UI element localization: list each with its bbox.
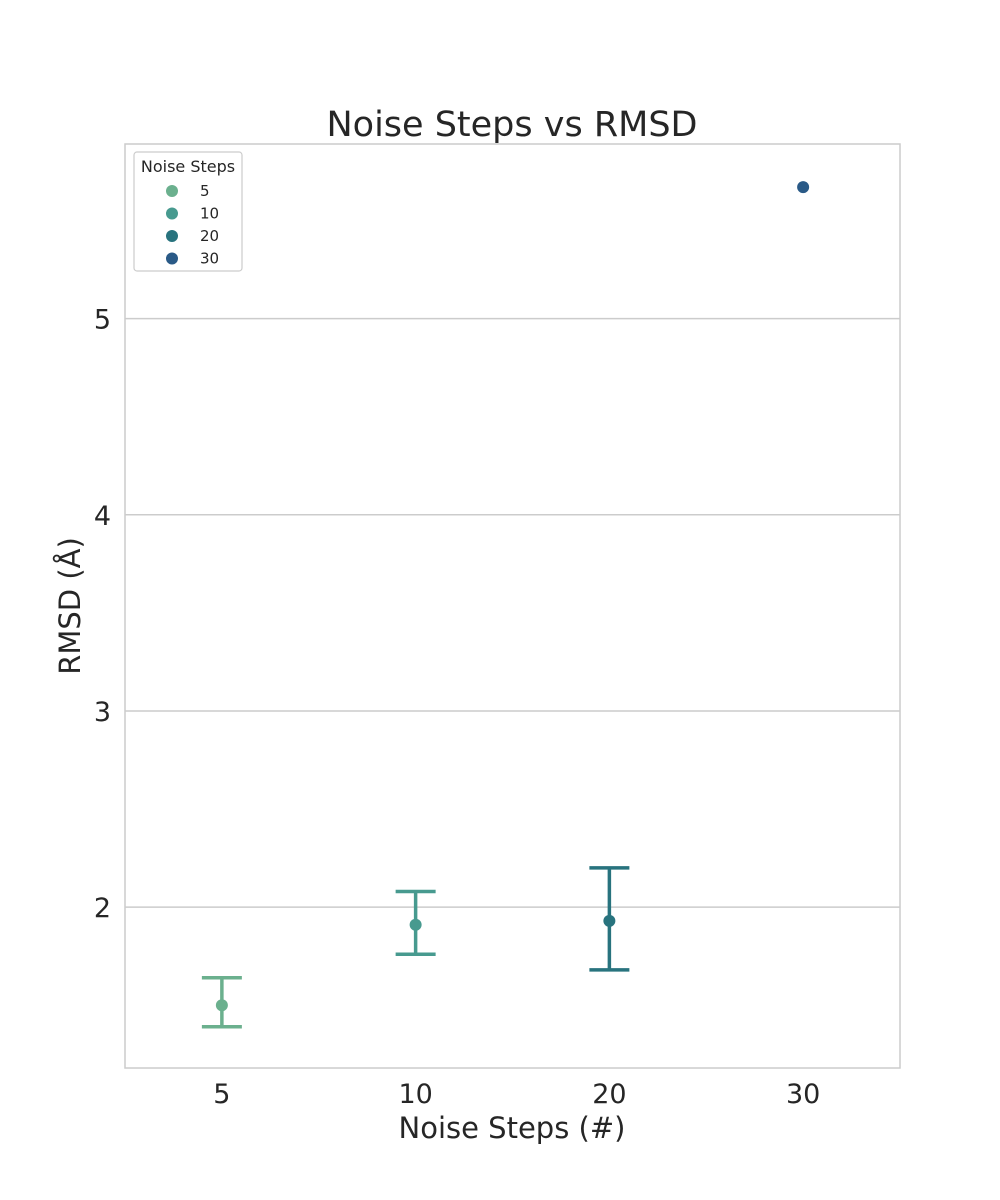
data-point: [603, 914, 616, 927]
data-point: [215, 999, 228, 1012]
x-tick-label: 30: [786, 1079, 820, 1110]
y-tick-label: 2: [94, 893, 111, 924]
x-tick-label: 5: [213, 1079, 230, 1110]
y-tick-label: 5: [94, 305, 111, 336]
legend-title: Noise Steps: [141, 157, 235, 176]
data-point: [797, 181, 810, 194]
y-axis-label: RMSD (Å): [53, 537, 87, 675]
legend-marker: [166, 207, 178, 220]
legend-item-label: 5: [200, 182, 210, 200]
chart-title: Noise Steps vs RMSD: [326, 105, 697, 145]
legend-marker: [166, 252, 178, 265]
ticks-layer: 2 3 4 5 5 10 20 30: [94, 305, 820, 1110]
legend-item-label: 10: [200, 205, 219, 223]
y-tick-label: 3: [94, 697, 111, 728]
data-point: [409, 918, 422, 931]
legend: Noise Steps 5 10 20 30: [133, 151, 243, 272]
marks-layer: [201, 181, 810, 1029]
legend-marker: [166, 230, 178, 242]
legend-marker: [166, 185, 178, 197]
plot-area-frame: [124, 143, 901, 1069]
legend-item-label: 30: [200, 250, 219, 268]
x-tick-label: 20: [592, 1079, 626, 1110]
legend-frame: [133, 151, 243, 272]
x-axis-label: Noise Steps (#): [399, 1111, 626, 1145]
grid-layer: [125, 317, 900, 908]
x-tick-label: 10: [398, 1079, 432, 1110]
y-tick-label: 4: [94, 501, 111, 532]
legend-item-label: 20: [200, 227, 219, 245]
